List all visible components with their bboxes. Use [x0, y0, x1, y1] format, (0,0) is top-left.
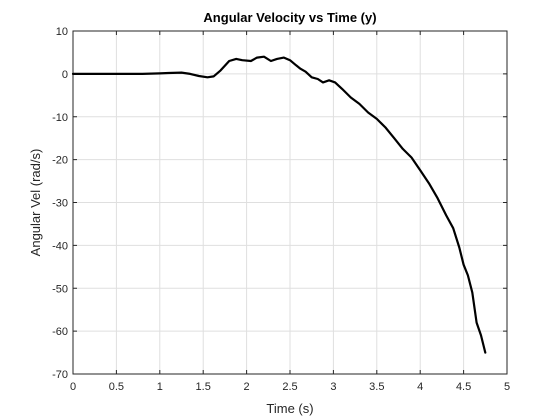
- y-tick-label: -10: [52, 112, 68, 124]
- y-tick-label: 0: [62, 69, 68, 81]
- x-tick-label: 2: [244, 381, 250, 393]
- y-tick-label: -50: [52, 283, 68, 295]
- y-tick-label: -60: [52, 326, 68, 338]
- x-axis-label: Time (s): [266, 401, 313, 416]
- x-tick-label: 3: [330, 381, 336, 393]
- x-tick-label: 4.5: [456, 381, 471, 393]
- y-tick-label: 10: [56, 26, 68, 38]
- grid: [72, 30, 508, 375]
- ticks: 0 0.5 1 1.5 2 2.5 3 3.5 4 4.5 5 10 0 -10 -20 -30 -40 -50 -…: [52, 26, 510, 393]
- x-tick-label: 4: [417, 381, 423, 393]
- chart-title: Angular Velocity vs Time (y): [203, 10, 376, 25]
- y-tick-label: -20: [52, 155, 68, 167]
- y-tick-label: -70: [52, 369, 68, 381]
- x-tick-label: 0.5: [109, 381, 124, 393]
- x-tick-label: 3.5: [369, 381, 384, 393]
- series-line: [71, 55, 487, 354]
- x-tick-label: 2.5: [282, 381, 297, 393]
- x-tick-label: 0: [70, 381, 76, 393]
- x-tick-label: 5: [504, 381, 510, 393]
- series-layer: [71, 55, 487, 354]
- y-tick-label: -40: [52, 240, 68, 252]
- x-tick-label: 1: [157, 381, 163, 393]
- x-tick-label: 1.5: [196, 381, 211, 393]
- y-tick-label: -30: [52, 198, 68, 210]
- y-axis-label: Angular Vel (rad/s): [28, 149, 43, 257]
